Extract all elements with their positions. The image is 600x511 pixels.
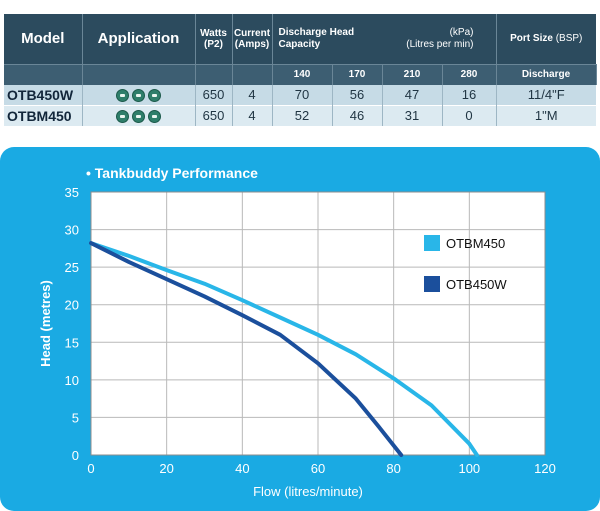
spec-table: Model Application Watts (P2) Current (Am… (4, 14, 597, 126)
legend-swatch (424, 235, 440, 251)
header-current-sub: (Amps) (234, 38, 270, 50)
y-axis-label: Head (metres) (38, 280, 53, 367)
header-current-label: Current (233, 27, 271, 39)
row-port: 1"M (496, 104, 596, 126)
tap-icon (132, 89, 145, 103)
x-tick-label: 100 (458, 461, 480, 476)
sub-flow-280: 280 (442, 63, 497, 85)
tap-icon (132, 110, 145, 124)
y-tick-label: 10 (65, 373, 79, 388)
sub-flow-210: 210 (382, 63, 443, 85)
sub-blank (195, 63, 233, 85)
table-row: OTB450W 650 4 70 56 47 16 11/4"F (4, 84, 596, 105)
row-head-170: 56 (332, 84, 383, 105)
header-port-unit: (BSP) (555, 33, 583, 45)
y-tick-label: 5 (72, 410, 79, 425)
sub-blank (82, 63, 196, 85)
spec-table-section: Model Application Watts (P2) Current (Am… (0, 0, 600, 128)
header-application: Application (82, 14, 196, 64)
series-line-otbm450 (89, 241, 479, 457)
row-watts: 650 (195, 104, 233, 126)
row-application (82, 104, 196, 126)
row-model: OTB450W (4, 84, 83, 105)
tap-icon (148, 110, 161, 124)
header-port-label: Port Size (510, 33, 553, 45)
x-tick-label: 60 (311, 461, 325, 476)
row-application (82, 84, 196, 105)
series-line-otb450w (89, 241, 404, 457)
header-discharge-line2: Capacity (278, 38, 321, 50)
y-tick-label: 35 (65, 185, 79, 200)
table-subheader-row: 140 170 210 280 Discharge (4, 63, 597, 85)
x-tick-label: 0 (87, 461, 94, 476)
x-tick-label: 40 (235, 461, 249, 476)
header-port: Port Size (BSP) (496, 14, 596, 64)
row-head-140: 70 (272, 84, 333, 105)
sub-blank (232, 63, 273, 85)
header-model: Model (4, 14, 83, 64)
row-model: OTBM450 (4, 104, 83, 126)
legend-swatch (424, 276, 440, 292)
legend: OTBM450 OTB450W (424, 235, 507, 292)
y-tick-label: 20 (65, 298, 79, 313)
chart-title: • Tankbuddy Performance (86, 165, 258, 181)
sub-flow-140: 140 (272, 63, 333, 85)
header-watts: Watts (P2) (195, 14, 233, 64)
sub-blank (4, 63, 83, 85)
x-tick-label: 80 (386, 461, 400, 476)
row-current: 4 (232, 104, 273, 126)
tap-icon (116, 89, 129, 103)
row-head-210: 31 (382, 104, 443, 126)
sub-port-discharge: Discharge (496, 63, 597, 85)
series-lines (89, 241, 479, 457)
row-head-210: 47 (382, 84, 443, 105)
row-port: 11/4"F (496, 84, 596, 105)
application-icons (116, 89, 161, 103)
row-head-170: 46 (332, 104, 383, 126)
plot-border (90, 191, 546, 456)
row-head-140: 52 (272, 104, 333, 126)
header-discharge-line1: Discharge Head (278, 26, 355, 38)
header-discharge: Discharge Head (kPa) Capacity (Litres per … (272, 14, 497, 64)
legend-label: OTBM450 (446, 236, 505, 251)
row-head-280: 16 (442, 84, 497, 105)
y-tick-label: 25 (65, 260, 79, 275)
y-tick-label: 15 (65, 335, 79, 350)
y-tick-label: 30 (65, 223, 79, 238)
header-current: Current (Amps) (232, 14, 273, 64)
sub-flow-170: 170 (332, 63, 383, 85)
x-axis-label: Flow (litres/minute) (253, 484, 363, 499)
header-discharge-unit1: (kPa) (449, 26, 474, 38)
tap-icon (116, 110, 129, 124)
table-row: OTBM450 650 4 52 46 31 0 1"M (4, 104, 596, 126)
table-header-row: Model Application Watts (P2) Current (Am… (4, 14, 596, 64)
x-tick-label: 20 (159, 461, 173, 476)
application-icons (116, 110, 161, 124)
x-tick-label: 120 (534, 461, 556, 476)
axes: 0 20 40 60 80 100 120 0 5 10 15 20 25 30 35 (65, 185, 556, 476)
tap-icon (148, 89, 161, 103)
y-tick-label: 0 (72, 448, 79, 463)
header-watts-label: Watts (200, 27, 227, 39)
header-discharge-unit2: (Litres per min) (406, 38, 474, 50)
legend-label: OTB450W (446, 277, 507, 292)
row-current: 4 (232, 84, 273, 105)
row-head-280: 0 (442, 104, 497, 126)
header-watts-sub: (P2) (204, 38, 223, 50)
row-watts: 650 (195, 84, 233, 105)
